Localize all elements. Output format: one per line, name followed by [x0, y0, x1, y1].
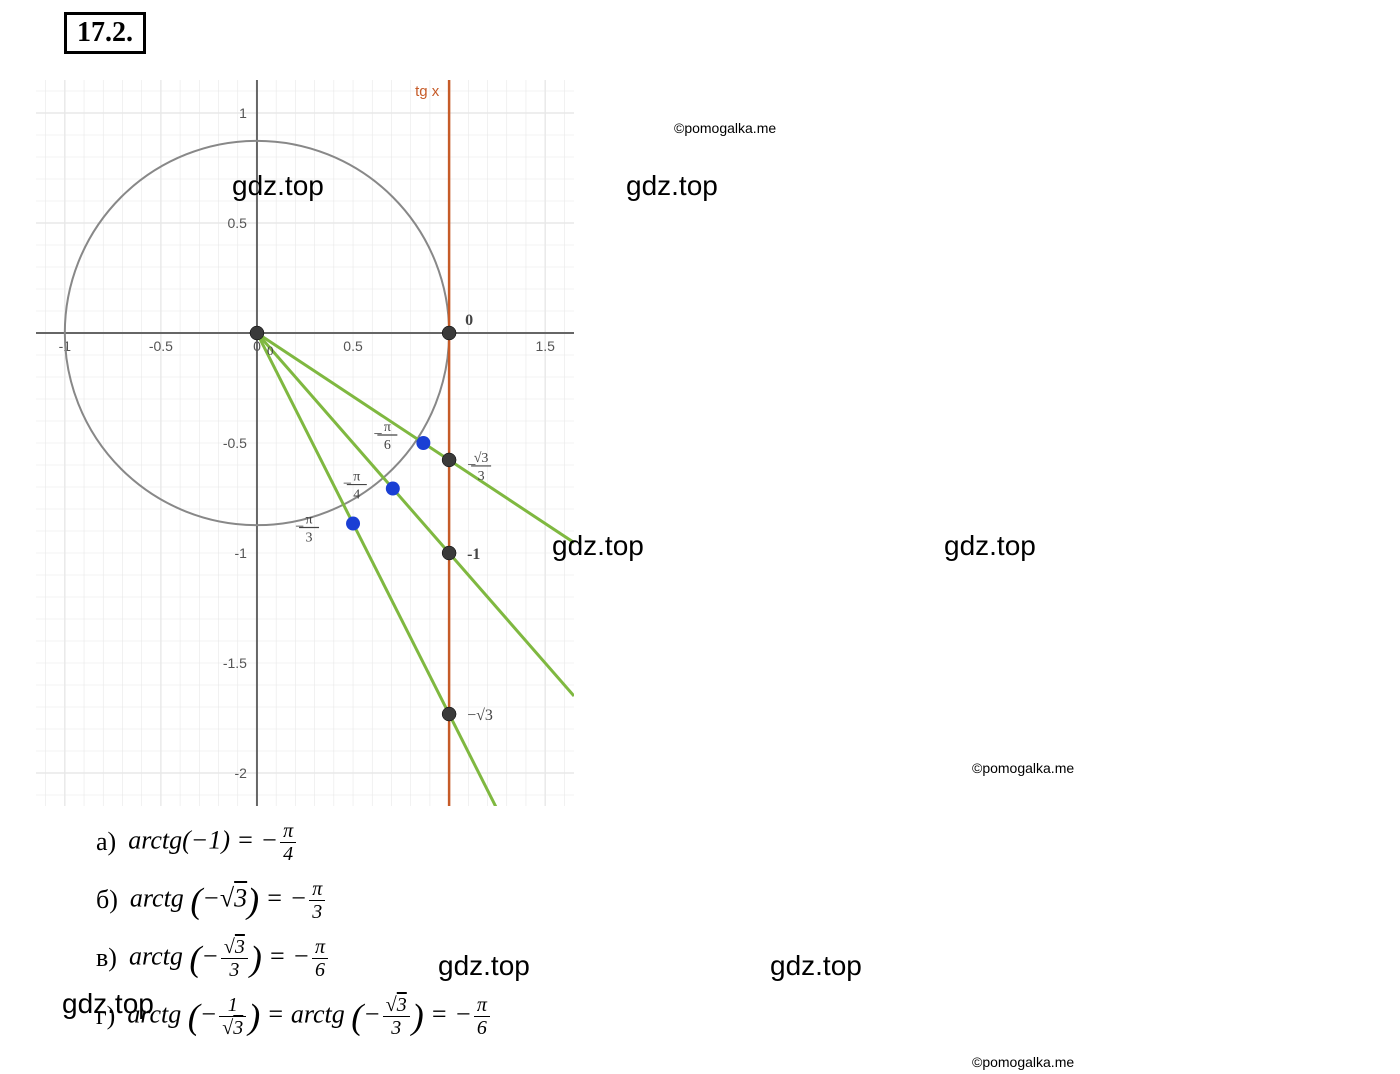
svg-text:4: 4 [353, 488, 360, 503]
svg-text:−√3: −√3 [467, 707, 493, 724]
equation-g: г) arctg (−1√3) = arctg (−√33) = −π6 [96, 992, 492, 1040]
problem-number: 17.2. [64, 12, 146, 54]
eq-body-g: arctg (−1√3) = arctg (−√33) = −π6 [127, 995, 492, 1038]
watermark-text: gdz.top [438, 950, 530, 982]
svg-text:1: 1 [239, 105, 247, 121]
watermark-text: gdz.top [552, 530, 644, 562]
svg-text:0.5: 0.5 [227, 215, 247, 231]
svg-text:0.5: 0.5 [343, 338, 363, 354]
watermark-text: gdz.top [770, 950, 862, 982]
watermark-text: gdz.top [944, 530, 1036, 562]
svg-text:-0.5: -0.5 [149, 338, 173, 354]
eq-body-v: arctg (−√33) = −π6 [129, 937, 330, 980]
svg-text:6: 6 [384, 438, 391, 453]
svg-text:π: π [353, 470, 360, 485]
eq-body-b: arctg (−√3) = −π3 [130, 879, 327, 922]
svg-text:tg x: tg x [415, 83, 440, 100]
svg-text:-1.5: -1.5 [223, 655, 247, 671]
copyright-text: ©pomogalka.me [972, 1054, 1074, 1070]
svg-text:3: 3 [306, 531, 313, 546]
eq-label-b: б) [96, 885, 118, 915]
svg-text:1.5: 1.5 [535, 338, 555, 354]
svg-text:-0.5: -0.5 [223, 435, 247, 451]
equation-b: б) arctg (−√3) = −π3 [96, 876, 492, 924]
svg-text:√3: √3 [474, 451, 489, 466]
watermark-text: gdz.top [232, 170, 324, 202]
eq-body-a: arctg(−1) = −π4 [128, 821, 298, 864]
equation-v: в) arctg (−√33) = −π6 [96, 934, 492, 982]
copyright-text: ©pomogalka.me [674, 120, 776, 136]
copyright-text: ©pomogalka.me [972, 760, 1074, 776]
svg-text:-1: -1 [467, 546, 480, 563]
svg-text:-1: -1 [235, 545, 248, 561]
svg-text:0: 0 [465, 312, 473, 329]
svg-text:-2: -2 [235, 765, 248, 781]
equations-block: а) arctg(−1) = −π4 б) arctg (−√3) = −π3 … [96, 818, 492, 1050]
svg-text:0: 0 [267, 343, 274, 358]
eq-label-v: в) [96, 943, 117, 973]
svg-text:π: π [305, 513, 312, 528]
watermark-text: gdz.top [62, 988, 154, 1020]
svg-text:π: π [384, 420, 391, 435]
equation-a: а) arctg(−1) = −π4 [96, 818, 492, 866]
svg-text:3: 3 [478, 469, 485, 484]
watermark-text: gdz.top [626, 170, 718, 202]
eq-label-a: а) [96, 827, 116, 857]
